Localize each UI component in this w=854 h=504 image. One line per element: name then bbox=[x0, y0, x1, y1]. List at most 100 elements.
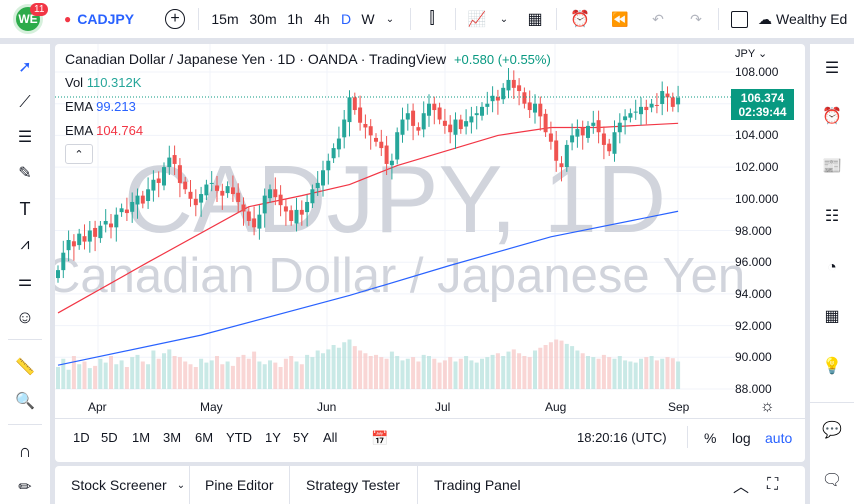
range-5d[interactable]: 5D bbox=[101, 430, 118, 445]
symbol-search[interactable]: ● CADJPY bbox=[64, 0, 144, 38]
candle-body bbox=[411, 110, 416, 126]
logo-avatar[interactable]: WE 11 bbox=[10, 0, 49, 38]
collapse-legend-button[interactable]: ⌃ bbox=[65, 144, 93, 164]
volume-bar bbox=[570, 346, 575, 389]
range-1d[interactable]: 1D bbox=[73, 430, 90, 445]
ema-slow-legend[interactable]: EMA 99.213 bbox=[65, 99, 136, 114]
interval-15m[interactable]: 15m bbox=[211, 11, 239, 27]
ideas-lightbulb-icon[interactable]: 💡 bbox=[822, 358, 842, 375]
emoji-icon[interactable]: ☺ bbox=[15, 306, 35, 327]
right-sidebar: ☰ ⏰ 📰 ☷ ◔ ▦ 💡 💬 🗨 bbox=[810, 44, 854, 504]
alert-clock-icon[interactable]: ⏰ bbox=[570, 11, 590, 28]
redo-icon[interactable]: ↷ bbox=[690, 10, 702, 27]
prediction-icon[interactable]: ⚌ bbox=[17, 273, 33, 290]
tab-pine-editor[interactable]: Pine Editor bbox=[205, 477, 274, 493]
volume-bar bbox=[554, 339, 559, 389]
utc-clock[interactable]: 18:20:16 (UTC) bbox=[577, 430, 667, 445]
candle-body bbox=[660, 91, 665, 105]
chats-icon[interactable]: 💬 bbox=[822, 422, 842, 439]
flame-icon[interactable]: ◔ bbox=[827, 259, 837, 276]
log-scale-toggle[interactable]: log bbox=[732, 430, 751, 446]
range-1m[interactable]: 1M bbox=[132, 430, 151, 445]
vol-label: Vol bbox=[65, 75, 84, 90]
pattern-icon[interactable]: ⩘ bbox=[20, 236, 30, 253]
interval-30m[interactable]: 30m bbox=[249, 11, 277, 27]
range-5y[interactable]: 5Y bbox=[293, 430, 309, 445]
bar-countdown: 02:39:44 bbox=[738, 105, 787, 119]
volume-bar bbox=[543, 345, 548, 389]
fib-retracement-icon[interactable]: ☰ bbox=[17, 129, 33, 146]
layout-grid-icon[interactable]: ▦ bbox=[527, 11, 543, 28]
watchlist-icon[interactable]: ☰ bbox=[824, 60, 840, 77]
volume-legend[interactable]: Vol 110.312K bbox=[65, 75, 141, 90]
chat-icon[interactable]: 🗨 bbox=[821, 472, 843, 489]
candles-chart-type-icon[interactable]: ⫿ bbox=[429, 10, 435, 27]
tab-trading-panel[interactable]: Trading Panel bbox=[434, 477, 521, 493]
range-6m[interactable]: 6M bbox=[195, 430, 214, 445]
text-icon[interactable]: T bbox=[19, 198, 31, 219]
volume-bar bbox=[596, 358, 601, 389]
hotlist-icon[interactable]: ☷ bbox=[824, 208, 840, 225]
zoom-in-icon[interactable]: 🔍 bbox=[15, 393, 35, 410]
maximize-icon[interactable]: ⛶ bbox=[767, 476, 779, 493]
date-range-calendar-icon[interactable]: 📅 bbox=[371, 430, 389, 446]
tab-stock-screener[interactable]: Stock Screener ⌄ bbox=[71, 466, 185, 504]
volume-bar bbox=[230, 365, 235, 389]
chart-canvas[interactable]: CADJPY, 1D Canadian Dollar / Japanese Ye… bbox=[55, 44, 805, 462]
chevron-down-icon[interactable]: ⌄ bbox=[499, 13, 509, 25]
candle-body bbox=[103, 220, 108, 225]
volume-bar bbox=[400, 360, 405, 389]
top-toolbar: WE 11 ● CADJPY + 15m 30m 1h 4h D W ⌄ ⫿ 📈… bbox=[0, 0, 854, 38]
news-icon[interactable]: 📰 bbox=[822, 158, 842, 175]
range-ytd[interactable]: YTD bbox=[226, 430, 252, 445]
volume-bar bbox=[639, 358, 643, 389]
candle-body bbox=[66, 240, 71, 251]
candle-body bbox=[501, 87, 506, 100]
volume-bar bbox=[177, 357, 182, 389]
ruler-icon[interactable]: 📏 bbox=[15, 359, 35, 376]
settings-gear-icon[interactable]: ☼ bbox=[760, 398, 775, 415]
volume-bar bbox=[665, 357, 670, 389]
range-all[interactable]: All bbox=[323, 430, 338, 445]
alerts-clock-icon[interactable]: ⏰ bbox=[822, 108, 842, 125]
currency-selector[interactable]: JPY ⌄ bbox=[735, 48, 768, 60]
compare-add-button[interactable]: + bbox=[163, 0, 187, 38]
tab-strategy-tester[interactable]: Strategy Tester bbox=[306, 477, 400, 493]
workspace-button[interactable]: ☁ Wealthy Ed bbox=[758, 0, 854, 38]
ema-fast-legend[interactable]: EMA 104.764 bbox=[65, 123, 143, 138]
indicators-icon[interactable]: 📈 bbox=[467, 11, 487, 28]
trendline-icon[interactable]: ⟋ bbox=[19, 94, 31, 111]
price-tick: 96.000 bbox=[735, 255, 772, 270]
auto-scale-toggle[interactable]: auto bbox=[765, 430, 793, 446]
replay-icon[interactable]: ⏪ bbox=[611, 10, 629, 27]
interval-4h[interactable]: 4h bbox=[314, 11, 330, 27]
percent-scale-toggle[interactable]: % bbox=[704, 430, 717, 446]
candle-body bbox=[283, 206, 288, 212]
volume-bar bbox=[82, 361, 87, 389]
range-3m[interactable]: 3M bbox=[163, 430, 182, 445]
undo-icon[interactable]: ↶ bbox=[652, 10, 664, 27]
interval-1h[interactable]: 1h bbox=[287, 11, 303, 27]
candle-body bbox=[236, 192, 241, 202]
chart-panel[interactable]: CADJPY, 1D Canadian Dollar / Japanese Ye… bbox=[55, 44, 805, 462]
candle-body bbox=[654, 104, 659, 106]
lock-drawing-icon[interactable]: ✏ bbox=[18, 479, 32, 496]
expand-panel-chevron-up-icon[interactable]: ︿ bbox=[733, 479, 750, 496]
calendar-icon[interactable]: ▦ bbox=[824, 308, 840, 325]
volume-bar bbox=[124, 367, 129, 389]
magnet-icon[interactable]: ∩ bbox=[18, 440, 32, 461]
volume-bar bbox=[262, 364, 267, 389]
brush-icon[interactable]: ✎ bbox=[18, 165, 32, 182]
interval-d[interactable]: D bbox=[340, 11, 352, 27]
volume-bar bbox=[548, 342, 553, 389]
ema-value: 104.764 bbox=[96, 123, 144, 138]
chevron-down-icon[interactable]: ⌄ bbox=[385, 13, 395, 25]
candle-body bbox=[352, 97, 357, 111]
interval-w[interactable]: W bbox=[361, 11, 375, 27]
volume-bar bbox=[294, 361, 299, 389]
fullscreen-toggle[interactable] bbox=[728, 0, 750, 38]
chart-legend-title[interactable]: Canadian Dollar / Japanese Yen · 1D · OA… bbox=[65, 51, 551, 67]
volume-bar bbox=[241, 354, 246, 389]
cursor-icon[interactable]: ➚ bbox=[18, 59, 32, 76]
range-1y[interactable]: 1Y bbox=[265, 430, 281, 445]
